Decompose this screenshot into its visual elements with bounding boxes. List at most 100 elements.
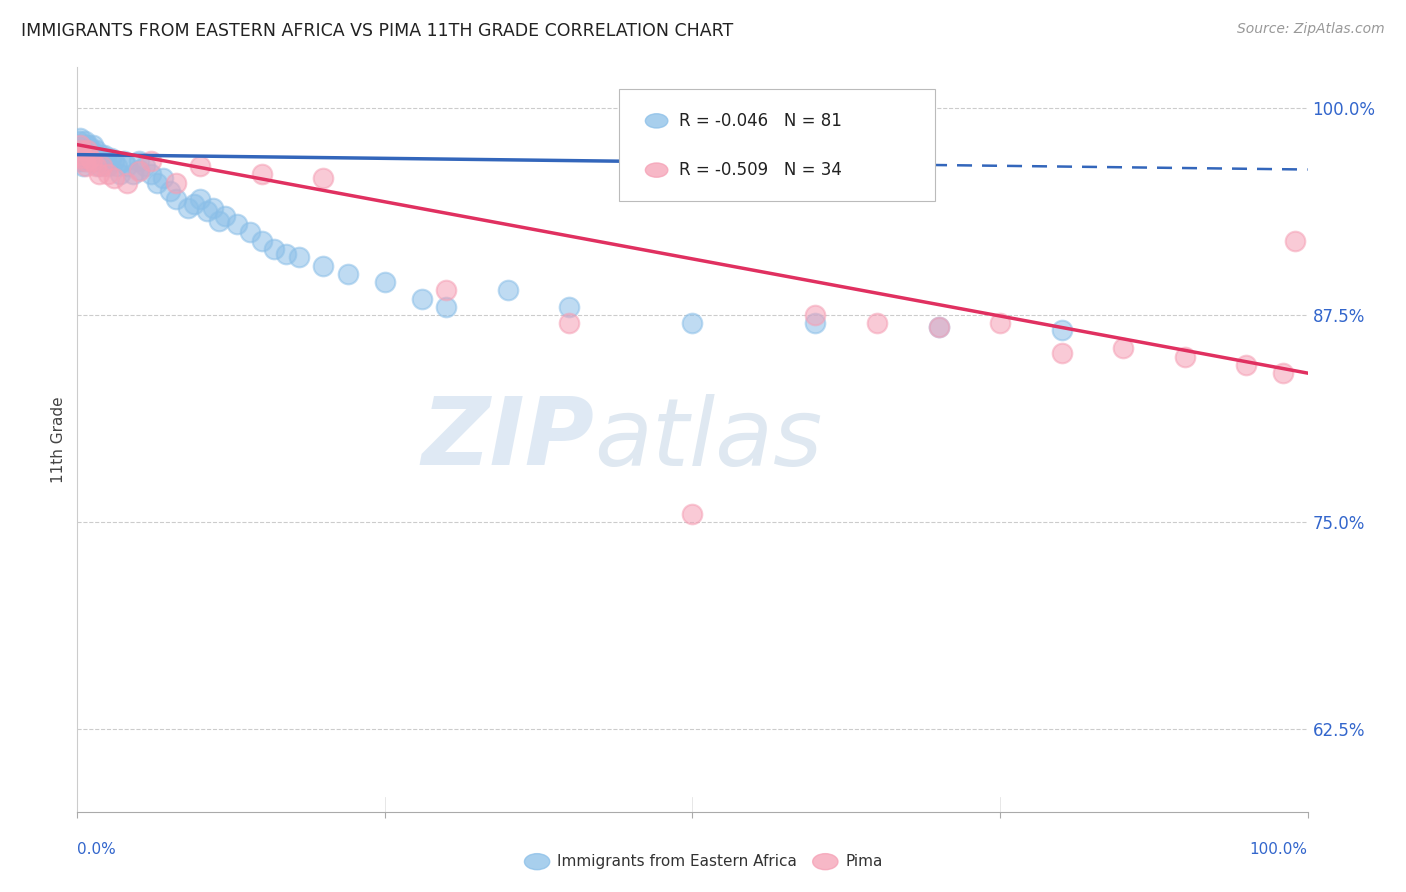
Point [76,143,98,157]
Point [804,317,827,331]
Point [72,151,94,165]
Point [165,192,187,206]
Point [128,154,150,169]
Point [80,147,103,161]
Text: R = -0.046   N = 81: R = -0.046 N = 81 [679,112,842,130]
Point [76,143,98,157]
Point [195,203,218,218]
Point [250,234,273,248]
Point [69,131,91,145]
Point [70,147,93,161]
Point [87,154,110,169]
Point [208,214,231,228]
Point [928,319,950,334]
Point [70,143,93,157]
Point [226,217,249,231]
Point [94,154,117,169]
Point [188,192,212,206]
Point [105,159,128,173]
Point [288,250,311,264]
Point [152,170,174,185]
Point [76,151,98,165]
Point [159,184,181,198]
Point [988,317,1011,331]
Point [866,317,889,331]
Point [83,147,105,161]
Point [75,154,97,169]
Point [1050,346,1073,360]
Point [69,137,91,152]
Point [239,226,262,240]
Point [69,137,91,152]
Point [682,317,704,331]
Point [214,209,236,223]
Text: 0.0%: 0.0% [77,842,117,857]
Point [70,147,93,161]
Point [82,154,104,169]
Point [72,151,94,165]
Point [103,170,125,185]
Point [121,168,143,182]
Point [89,159,111,173]
Point [82,137,104,152]
Point [77,147,100,161]
Point [374,275,396,289]
Point [128,162,150,177]
Point [411,292,433,306]
Point [67,143,90,157]
Text: Source: ZipAtlas.com: Source: ZipAtlas.com [1237,22,1385,37]
Point [312,259,335,273]
Point [70,154,93,169]
Point [73,134,96,148]
Point [115,159,138,173]
Point [558,317,581,331]
Point [128,164,150,178]
Text: atlas: atlas [595,393,823,485]
Point [1112,341,1135,355]
Point [682,507,704,521]
Point [73,151,96,165]
Y-axis label: 11th Grade: 11th Grade [51,396,66,483]
Point [312,170,335,185]
Point [1272,366,1295,380]
Point [276,247,298,261]
Point [75,137,97,152]
Point [67,147,90,161]
Point [112,154,135,169]
Point [97,168,120,182]
Point [79,143,101,157]
Point [928,319,950,334]
Point [70,137,93,152]
Point [69,143,91,157]
Text: Immigrants from Eastern Africa: Immigrants from Eastern Africa [557,855,797,869]
Point [183,197,205,211]
Text: ZIP: ZIP [422,393,595,485]
Point [84,143,107,157]
Point [67,154,90,169]
Point [436,283,458,297]
Point [1174,350,1197,364]
Point [90,159,114,173]
Point [77,137,100,152]
Point [337,267,360,281]
Point [97,159,120,173]
Point [436,300,458,314]
Point [134,159,156,173]
Point [73,154,96,169]
Point [250,168,273,182]
Text: IMMIGRANTS FROM EASTERN AFRICA VS PIMA 11TH GRADE CORRELATION CHART: IMMIGRANTS FROM EASTERN AFRICA VS PIMA 1… [21,22,734,40]
Point [72,159,94,173]
Point [1050,323,1073,337]
Point [84,159,107,173]
Point [201,201,224,215]
Point [79,151,101,165]
Point [100,151,122,165]
Point [146,176,169,190]
Point [70,147,93,161]
Point [75,147,97,161]
Text: R = -0.509   N = 34: R = -0.509 N = 34 [679,161,842,179]
Point [103,154,125,169]
Point [177,201,200,215]
Point [73,143,96,157]
Point [558,300,581,314]
